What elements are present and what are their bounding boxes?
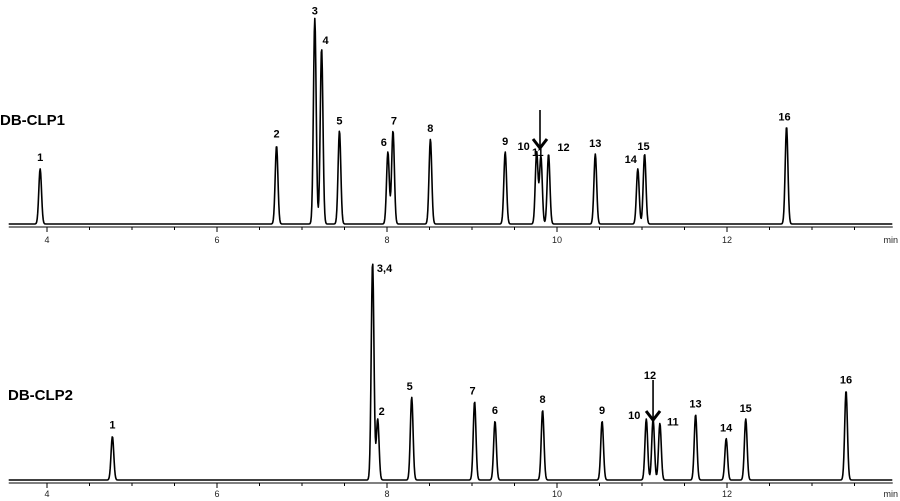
- peak-label: 8: [427, 123, 433, 135]
- peak-label: 6: [492, 405, 498, 417]
- peak-label: 11: [667, 416, 679, 428]
- peak-label: 12: [557, 142, 569, 154]
- peak-label: 15: [637, 141, 649, 153]
- peak-label: 3,4: [377, 263, 393, 275]
- peak-label: 3: [312, 5, 318, 17]
- peak-label: 7: [391, 116, 397, 128]
- peak-label: 10: [517, 141, 529, 153]
- arrow-head: [644, 410, 662, 423]
- peak-label: 1: [37, 152, 43, 164]
- peak-label: 6: [381, 137, 387, 149]
- x-axis-unit: min: [883, 235, 898, 245]
- peak-label: 10: [628, 410, 640, 422]
- peak-label: 8: [539, 394, 545, 406]
- peak-label: 4: [322, 35, 329, 47]
- x-tick-label: 6: [214, 489, 219, 499]
- signal-trace: [8, 263, 893, 481]
- column-label: DB-CLP1: [0, 112, 65, 129]
- x-tick-label: 4: [44, 489, 49, 499]
- peak-label: 9: [599, 405, 605, 417]
- x-tick-label: 8: [384, 489, 389, 499]
- column-label: DB-CLP2: [8, 387, 73, 404]
- peak-label: 13: [589, 138, 601, 150]
- x-tick-label: 6: [214, 235, 219, 245]
- chromatogram-panel-2: DB-CLP2 4 6 8 10 12 min 1 3,4 2 5 7 6 8 9 10 12 11 13 14 15 1…: [8, 263, 898, 499]
- peak-label: 14: [720, 423, 733, 435]
- peak-label: 13: [689, 399, 701, 411]
- peak-label: 15: [740, 403, 752, 415]
- peak-label: 9: [502, 136, 508, 148]
- x-tick-label: 4: [44, 235, 49, 245]
- x-tick-label: 12: [722, 489, 732, 499]
- peak-label: 5: [336, 116, 342, 128]
- peak-label: 16: [840, 375, 852, 387]
- signal-trace: [8, 17, 893, 225]
- peak-label: 16: [778, 111, 790, 123]
- peak-label: 5: [407, 381, 413, 393]
- x-tick-label: 8: [384, 235, 389, 245]
- peak-label: 7: [469, 386, 475, 398]
- peak-label: 11: [532, 147, 544, 159]
- peak-label: 2: [273, 129, 279, 141]
- x-tick-label: 12: [722, 235, 732, 245]
- peak-label: 12: [644, 370, 656, 382]
- x-tick-label: 10: [552, 489, 562, 499]
- peak-label: 1: [109, 419, 115, 431]
- arrow-head: [531, 138, 549, 151]
- peak-label: 14: [625, 154, 638, 166]
- x-axis-unit: min: [883, 489, 898, 499]
- peak-label: 2: [379, 406, 385, 418]
- x-tick-label: 10: [552, 235, 562, 245]
